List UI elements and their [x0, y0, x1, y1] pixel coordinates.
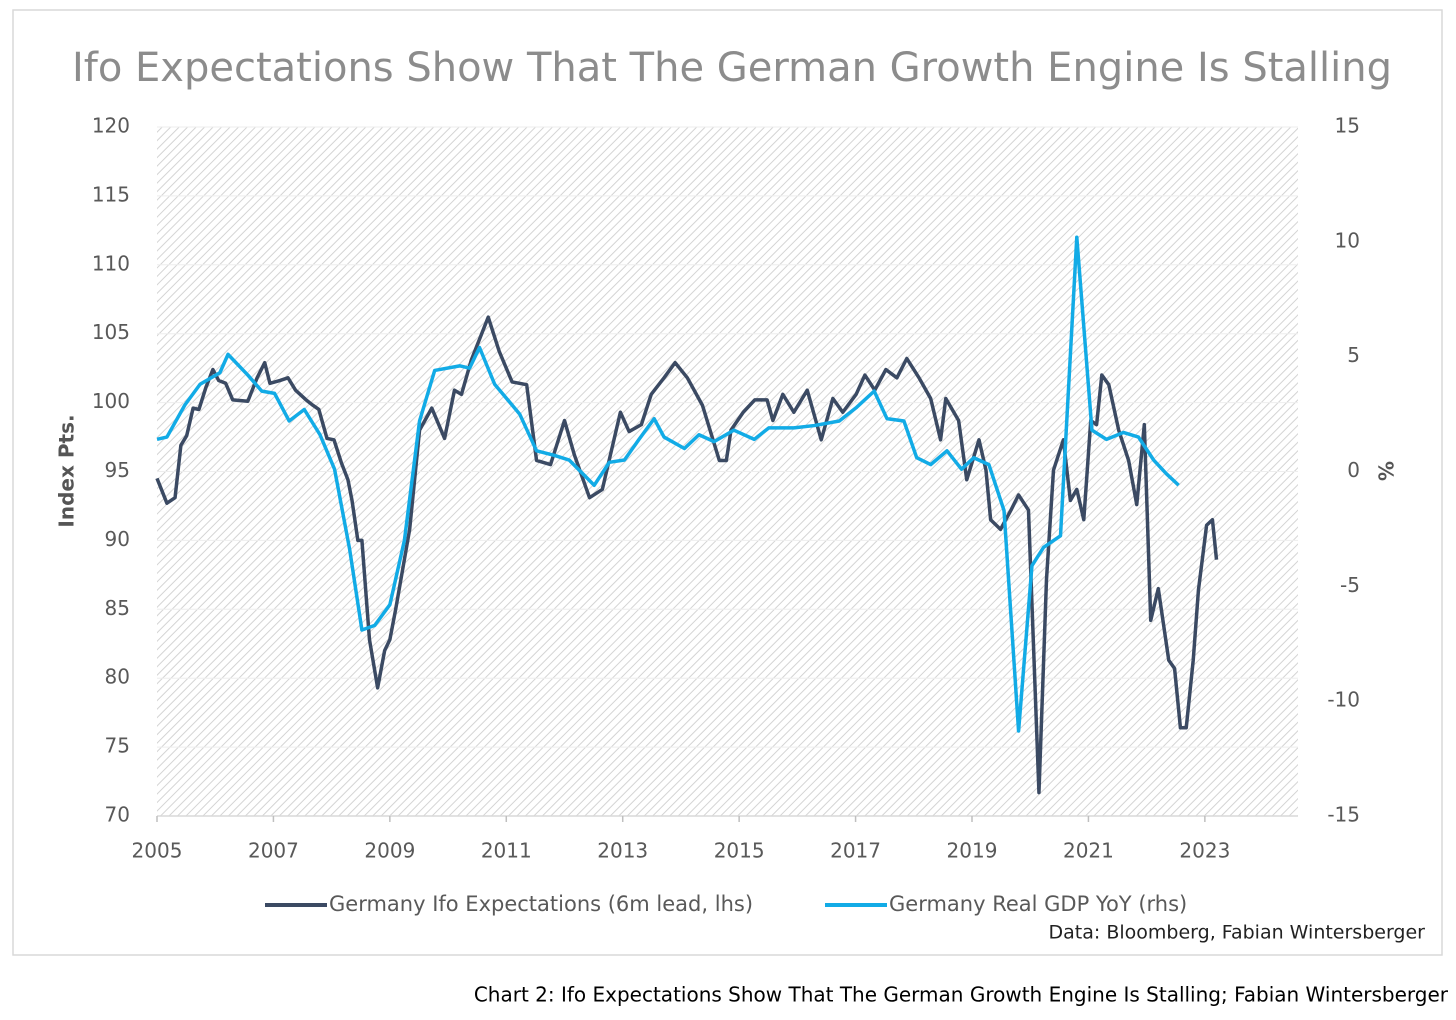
y2-tick-label: -10 [1327, 688, 1360, 712]
y-tick-label: 70 [105, 803, 130, 827]
chart-title: Ifo Expectations Show That The German Gr… [72, 45, 1392, 91]
y2-tick-label: 0 [1347, 458, 1360, 482]
y-tick-label: 115 [92, 182, 130, 206]
series-line [155, 315, 1219, 795]
x-tick-label: 2013 [597, 839, 648, 863]
y2-tick-label: 15 [1335, 114, 1360, 138]
y-tick-label: 85 [105, 596, 130, 620]
y-tick-label: 110 [92, 251, 130, 275]
x-tick-label: 2023 [1179, 839, 1230, 863]
y-tick-label: 90 [105, 527, 130, 551]
source: Data: Bloomberg, Fabian Wintersberger [1049, 922, 1426, 944]
y2-tick-label: -15 [1327, 803, 1360, 827]
series-line [156, 235, 1180, 733]
x-tick-label: 2015 [714, 839, 765, 863]
y-tick-label: 95 [105, 458, 130, 482]
x-tick-label: 2011 [481, 839, 532, 863]
y-tick-label: 80 [105, 665, 130, 689]
x-tick-label: 2019 [947, 839, 998, 863]
caption: Chart 2: Ifo Expectations Show That The … [474, 983, 1449, 1007]
y-tick-label: 100 [92, 389, 130, 413]
x-tick-label: 2007 [248, 839, 299, 863]
y-tick-label: 120 [92, 114, 130, 138]
y-axis-label: Index Pts. [55, 414, 79, 527]
x-tick-label: 2009 [364, 839, 415, 863]
x-tick-label: 2021 [1063, 839, 1114, 863]
y2-tick-label: -5 [1340, 573, 1360, 597]
legend-label: Germany Ifo Expectations (6m lead, lhs) [329, 892, 753, 916]
y2-tick-label: 10 [1335, 228, 1360, 252]
y-tick-label: 75 [105, 734, 130, 758]
y-tick-label: 105 [92, 320, 130, 344]
x-tick-label: 2017 [830, 839, 881, 863]
y2-tick-label: 5 [1347, 343, 1360, 367]
x-tick-label: 2005 [132, 839, 183, 863]
y2-axis-label: % [1374, 461, 1398, 481]
legend-label: Germany Real GDP YoY (rhs) [889, 892, 1187, 916]
